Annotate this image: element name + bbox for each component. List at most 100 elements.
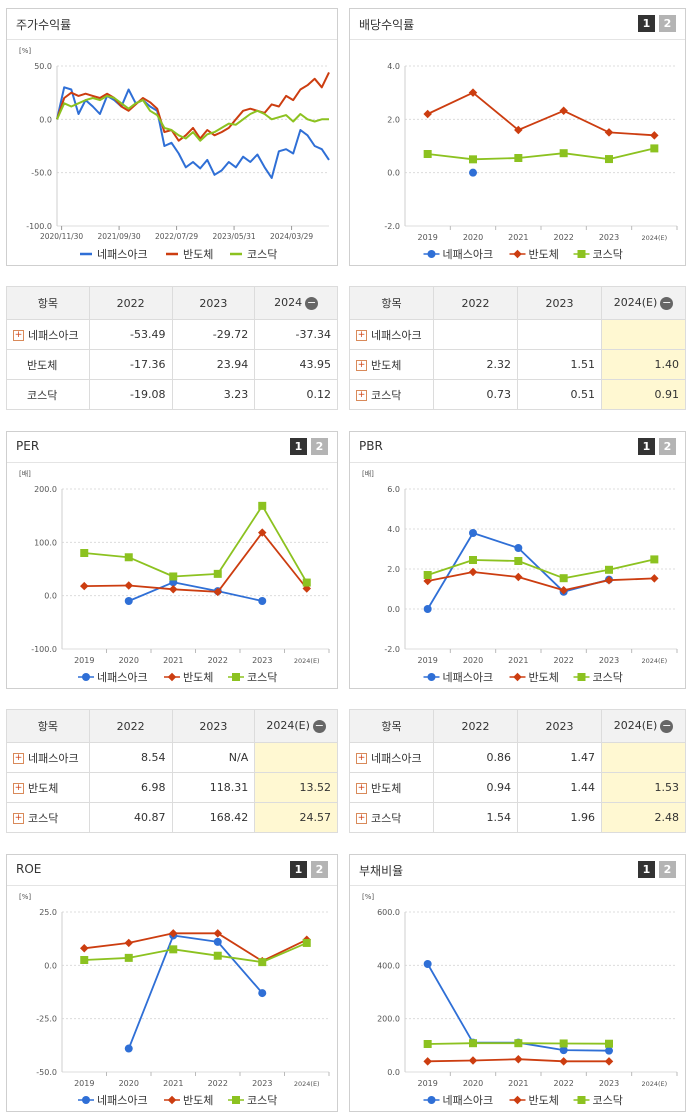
expand-icon[interactable]: +: [356, 813, 367, 824]
x-tick-label: 2019: [417, 233, 437, 242]
y-tick-label: 25.0: [39, 908, 57, 917]
data-point: [559, 106, 568, 116]
row-label-cell: + 네패스아크: [349, 319, 434, 350]
x-tick-label: 2021: [163, 1079, 183, 1088]
view-2-button[interactable]: 2: [659, 861, 676, 878]
data-point: [258, 597, 267, 605]
row-label: 네패스아크: [371, 328, 422, 342]
legend-item: 코스닥: [228, 1094, 277, 1107]
series-line: [84, 531, 308, 593]
divider: [350, 462, 685, 463]
stock-return-panel: 주가수익률 [%] 50.0 0.0 -50.0 -100.0 2020/11/30 202…: [6, 8, 338, 266]
data-point: [605, 155, 613, 164]
collapse-icon[interactable]: −: [305, 295, 319, 310]
panel-title: PBR: [359, 439, 383, 453]
expand-icon[interactable]: +: [356, 330, 367, 341]
x-tick-label: 2023: [599, 1079, 619, 1088]
series-1: [56, 86, 330, 179]
x-tick-label: 2020: [463, 656, 483, 665]
collapse-icon[interactable]: −: [660, 718, 674, 733]
row-label-cell: + 반도체: [349, 349, 434, 380]
data-point: [423, 1040, 432, 1048]
x-tick-label: 2022: [208, 656, 228, 665]
panel-title: 주가수익률: [16, 18, 72, 32]
collapse-icon[interactable]: −: [312, 718, 326, 733]
y-tick-label: 200.0: [34, 485, 57, 494]
table-cell: 0.73: [433, 379, 518, 410]
legend-item: 코스닥: [230, 248, 277, 261]
series-2: [56, 71, 330, 142]
expand-icon[interactable]: +: [13, 783, 24, 794]
data-point: [559, 585, 568, 595]
row-label: 코스닥: [371, 811, 402, 825]
expand-icon[interactable]: +: [13, 753, 24, 764]
view-1-button[interactable]: 1: [638, 861, 655, 878]
data-point: [559, 574, 568, 583]
data-point: [427, 250, 436, 258]
y-tick-label: 200.0: [377, 1015, 400, 1024]
table-row: + 반도체 0.94 1.44 1.53: [349, 772, 686, 803]
data-point: [514, 557, 523, 565]
table-cell: 1.47: [517, 742, 602, 773]
column-header: 2024(E) −: [254, 709, 338, 743]
expand-icon[interactable]: +: [356, 360, 367, 371]
data-point: [514, 1039, 523, 1048]
row-label-cell: + 코스닥: [349, 802, 434, 833]
legend-label: 코스닥: [593, 248, 623, 261]
table-row: + 네패스아크: [349, 319, 686, 350]
view-1-button[interactable]: 1: [290, 438, 307, 455]
data-point: [423, 960, 432, 968]
column-header: 2022: [88, 709, 173, 743]
table-cell: [254, 742, 338, 773]
legend-label: 네패스아크: [443, 248, 494, 261]
column-header-label: 2024(E): [613, 719, 658, 733]
data-point: [650, 131, 659, 140]
view-1-button[interactable]: 1: [290, 861, 307, 878]
x-tick-label: 2020: [463, 233, 483, 242]
table-cell: 0.86: [433, 742, 518, 773]
collapse-icon[interactable]: −: [660, 295, 674, 310]
table-cell: 23.94: [171, 349, 256, 380]
expand-icon[interactable]: +: [13, 330, 24, 341]
expand-icon[interactable]: +: [13, 813, 24, 824]
data-point: [577, 673, 586, 681]
data-point: [513, 672, 522, 682]
row-label-cell: 코스닥: [6, 379, 90, 410]
view-2-button[interactable]: 2: [659, 15, 676, 32]
table-cell: 24.57: [254, 802, 338, 833]
data-point: [258, 989, 267, 998]
column-header: 2024−: [254, 286, 338, 320]
table-row: + 네패스아크 8.54 N/A: [6, 742, 338, 773]
expand-icon[interactable]: +: [356, 753, 367, 764]
roe-chart: [%] 25.0 0.0 -25.0 -50.0 2019 2020 2021 2022 2023…: [19, 893, 330, 1107]
table-cell: [433, 319, 518, 350]
series-line: [84, 504, 308, 584]
x-tick-label: 2023: [252, 1079, 272, 1088]
y-tick-label: 0.0: [44, 592, 57, 601]
table-row: + 코스닥 1.54 1.96 2.48: [349, 802, 686, 833]
x-tick-label: 2021: [508, 233, 528, 242]
expand-icon[interactable]: +: [356, 783, 367, 794]
expand-icon[interactable]: +: [356, 390, 367, 401]
per-chart: [배]200.0 100.0 0.0 -100.0 2019 2020 2021 2022 20…: [19, 469, 330, 684]
data-point: [124, 938, 133, 948]
x-tick-label: 2024(E): [294, 657, 320, 665]
data-point: [514, 1054, 523, 1064]
x-tick-label: 2020: [119, 656, 139, 665]
data-point: [577, 1096, 586, 1104]
series-line: [56, 86, 330, 179]
y-tick-label: -25.0: [36, 1015, 57, 1024]
view-2-button[interactable]: 2: [311, 438, 328, 455]
x-tick-label: 2021: [163, 656, 183, 665]
table-cell: 6.98: [88, 772, 173, 803]
series-line: [427, 91, 655, 137]
series-1: [469, 168, 477, 177]
view-2-button[interactable]: 2: [659, 438, 676, 455]
row-label: 반도체: [371, 781, 402, 795]
view-1-button[interactable]: 1: [638, 438, 655, 455]
debt-ratio-chart: [%]600.0 400.0 200.0 0.0 2019 2020 2021 2022 202…: [362, 893, 678, 1107]
view-1-button[interactable]: 1: [638, 15, 655, 32]
data-point: [167, 1095, 177, 1105]
view-2-button[interactable]: 2: [311, 861, 328, 878]
